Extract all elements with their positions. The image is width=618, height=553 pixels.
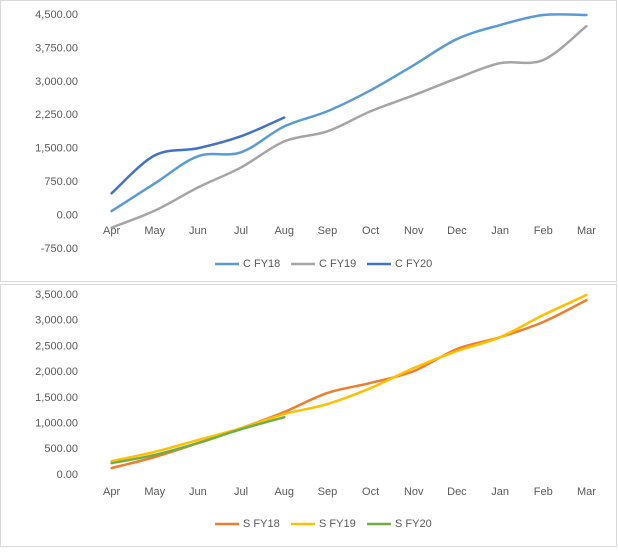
y-tick-label: 2,250.00 [35, 109, 78, 121]
x-tick-label: Feb [534, 225, 553, 237]
y-tick-label: 1,000.00 [35, 417, 78, 429]
x-tick-label: Nov [404, 225, 424, 237]
series-line [110, 13, 588, 213]
y-tick-label: 3,000.00 [35, 76, 78, 88]
x-tick-label: Nov [404, 486, 424, 498]
x-tick-label: May [144, 486, 165, 498]
series-line [110, 415, 286, 465]
y-tick-label: 3,000.00 [35, 315, 78, 327]
legend-label: C FY20 [395, 258, 432, 270]
series-line [110, 293, 588, 463]
series-line [110, 24, 588, 229]
x-tick-label: Jun [189, 486, 207, 498]
x-tick-label: Mar [577, 486, 596, 498]
x-tick-label: Dec [447, 486, 467, 498]
y-tick-label: 750.00 [44, 176, 78, 188]
y-tick-label: -750.00 [41, 243, 78, 255]
legend-label: S FY18 [243, 518, 280, 530]
x-tick-label: Oct [362, 225, 379, 237]
x-tick-label: May [144, 225, 165, 237]
legend-label: S FY20 [395, 518, 432, 530]
legend-label: C FY19 [319, 258, 356, 270]
x-tick-label: Aug [274, 225, 294, 237]
x-tick-label: Apr [103, 225, 120, 237]
y-tick-label: 3,750.00 [35, 42, 78, 54]
x-tick-label: Oct [362, 486, 379, 498]
chart-frame [0, 284, 617, 547]
chart-frame [0, 0, 617, 282]
y-tick-label: 4,500.00 [35, 9, 78, 21]
y-tick-label: 2,500.00 [35, 340, 78, 352]
x-tick-label: Aug [274, 486, 294, 498]
x-tick-label: Jul [234, 225, 248, 237]
x-tick-label: Mar [577, 225, 596, 237]
y-tick-label: 500.00 [44, 443, 78, 455]
x-tick-label: Feb [534, 486, 553, 498]
legend-label: S FY19 [319, 518, 356, 530]
y-tick-label: 1,500.00 [35, 392, 78, 404]
y-tick-label: 0.00 [57, 469, 78, 481]
x-tick-label: Jan [491, 486, 509, 498]
y-tick-label: 3,500.00 [35, 289, 78, 301]
x-tick-label: Jan [491, 225, 509, 237]
y-tick-label: 0.00 [57, 209, 78, 221]
y-tick-label: 2,000.00 [35, 366, 78, 378]
x-tick-label: Dec [447, 225, 467, 237]
x-tick-label: Sep [318, 486, 338, 498]
series-line [110, 116, 286, 195]
x-tick-label: Jun [189, 225, 207, 237]
y-tick-label: 1,500.00 [35, 143, 78, 155]
legend-label: C FY18 [243, 258, 280, 270]
x-tick-label: Jul [234, 486, 248, 498]
x-tick-label: Sep [318, 225, 338, 237]
x-tick-label: Apr [103, 486, 120, 498]
